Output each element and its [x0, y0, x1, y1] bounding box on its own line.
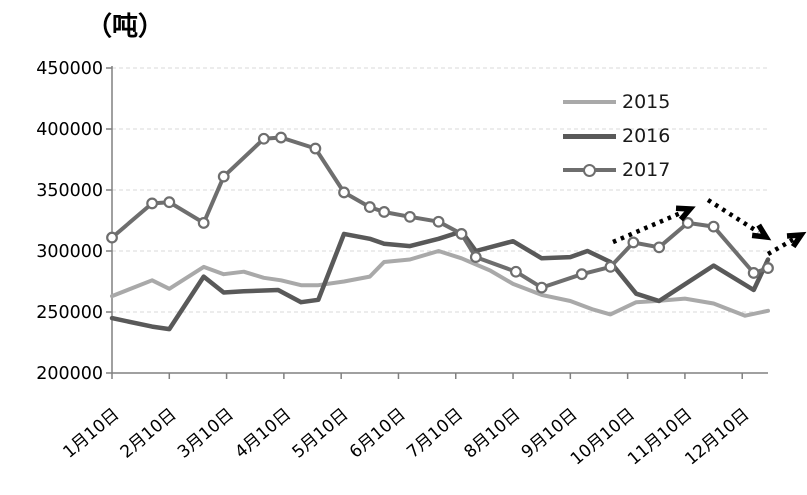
y-tick-label: 450000: [36, 59, 103, 79]
series-2017-marker: [510, 265, 522, 278]
series-2017-marker: [604, 260, 617, 273]
series-2017-marker: [363, 201, 376, 213]
trend-arrow-up-1-head-icon: [675, 205, 696, 222]
series-2017-marker: [106, 231, 118, 244]
legend-marker-icon: [583, 164, 596, 177]
trend-arrow-up-3-shaft: [766, 237, 795, 256]
x-tick-label: 6月10日: [346, 405, 410, 463]
series-2017-marker: [469, 251, 482, 264]
y-tick-label: 200000: [36, 364, 103, 384]
series-2017-marker: [747, 267, 760, 279]
series-2017-marker: [535, 281, 548, 294]
legend-item-2017: 2017: [563, 153, 670, 187]
x-tick-label: 7月10日: [403, 405, 467, 463]
legend-swatch-2017: [563, 164, 616, 177]
x-tick-label: 12月10日: [681, 405, 753, 470]
legend-item-2016: 2016: [563, 119, 670, 153]
series-2017-marker: [681, 217, 694, 229]
legend-swatch-2015: [563, 96, 616, 108]
x-tick-label: 1月10日: [59, 405, 123, 463]
x-tick-label: 5月10日: [289, 405, 353, 463]
legend-label-2017: 2017: [622, 158, 671, 181]
trend-arrow-up-1-shaft: [612, 210, 683, 245]
legend-item-2015: 2015: [563, 85, 670, 119]
series-2017-marker: [653, 241, 666, 254]
trend-arrow-up-3-head-icon: [786, 231, 807, 249]
series-2017-marker: [404, 210, 416, 223]
x-tick-label: 2月10日: [117, 405, 181, 463]
series-2015-line: [110, 249, 770, 318]
y-tick-label: 350000: [36, 181, 103, 201]
y-tick-label: 300000: [36, 242, 103, 262]
trend-arrow-down-2-head-icon: [751, 223, 772, 241]
series-2016-line: [109, 229, 771, 332]
x-tick-label: 4月10日: [231, 405, 295, 463]
series-2017-marker: [163, 196, 176, 209]
series-2017-marker: [627, 236, 640, 249]
series-2017-marker: [575, 268, 588, 281]
trend-arrow-down-2-shaft: [706, 198, 760, 235]
series-2017-marker: [275, 131, 287, 144]
x-tick-label: 3月10日: [174, 405, 238, 463]
series-2017-marker: [309, 142, 322, 155]
x-tick-label: 8月10日: [461, 405, 525, 463]
legend-label-2016: 2016: [622, 124, 671, 147]
series-2017-marker: [762, 262, 774, 274]
y-tick-label: 400000: [36, 120, 103, 140]
legend-label-2015: 2015: [622, 90, 671, 113]
series-2017-marker: [432, 215, 445, 228]
series-2017-marker: [257, 132, 270, 145]
legend: 2015 2016 2017: [563, 85, 670, 187]
legend-swatch-2016: [563, 130, 616, 142]
series-2017-marker: [455, 228, 468, 240]
series-2017-marker: [378, 206, 391, 218]
chart-title: （吨）: [86, 12, 165, 42]
series-2017-marker: [707, 220, 720, 233]
series-2017-marker: [146, 197, 159, 210]
series-2017-marker: [197, 217, 210, 229]
series-2017-marker: [338, 186, 350, 199]
series-2017-marker: [217, 170, 230, 183]
y-tick-label: 250000: [36, 303, 103, 323]
